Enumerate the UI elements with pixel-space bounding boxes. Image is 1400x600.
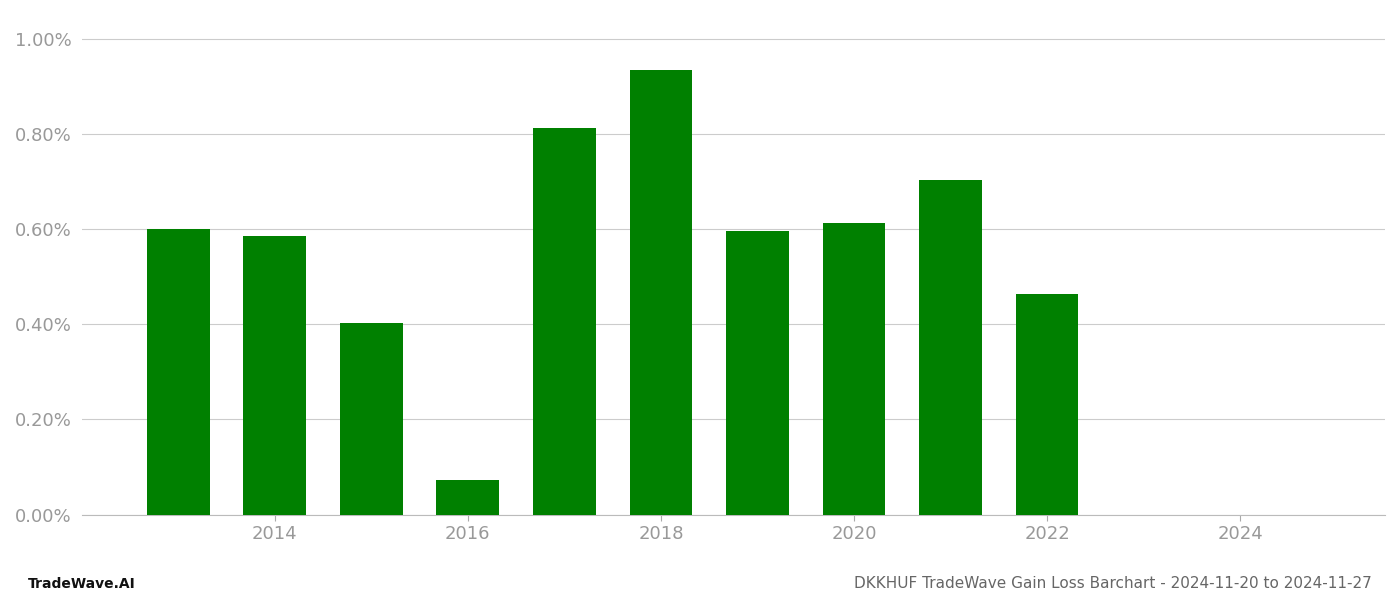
Bar bbox=[727, 232, 788, 515]
Bar bbox=[1016, 294, 1078, 515]
Bar bbox=[533, 128, 596, 515]
Bar bbox=[437, 480, 500, 515]
Bar bbox=[147, 229, 210, 515]
Bar bbox=[823, 223, 885, 515]
Text: DKKHUF TradeWave Gain Loss Barchart - 2024-11-20 to 2024-11-27: DKKHUF TradeWave Gain Loss Barchart - 20… bbox=[854, 576, 1372, 591]
Bar bbox=[340, 323, 403, 515]
Bar bbox=[920, 180, 981, 515]
Bar bbox=[244, 236, 307, 515]
Text: TradeWave.AI: TradeWave.AI bbox=[28, 577, 136, 591]
Bar bbox=[630, 70, 692, 515]
